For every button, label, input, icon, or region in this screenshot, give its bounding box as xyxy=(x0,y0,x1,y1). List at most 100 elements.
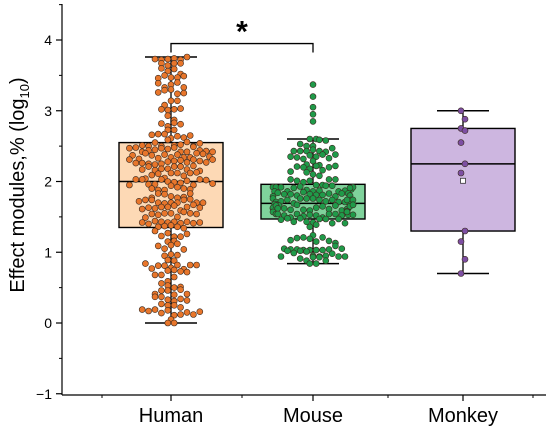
data-point xyxy=(183,148,191,156)
data-point xyxy=(277,253,285,260)
data-point xyxy=(145,307,152,315)
data-point xyxy=(300,234,307,241)
data-point xyxy=(457,238,465,245)
data-point xyxy=(158,287,165,294)
data-point xyxy=(309,171,317,178)
data-point xyxy=(328,250,336,257)
group-mouse xyxy=(260,81,366,267)
data-point xyxy=(300,155,307,163)
data-point xyxy=(296,147,304,155)
data-point xyxy=(312,204,320,211)
data-point xyxy=(309,118,317,125)
data-point xyxy=(183,297,191,304)
data-point xyxy=(183,138,191,146)
data-point xyxy=(148,265,156,272)
data-point xyxy=(306,152,314,159)
data-point xyxy=(158,144,165,152)
data-point xyxy=(170,319,178,327)
data-point xyxy=(170,157,178,165)
plot-area: * xyxy=(118,16,516,327)
data-point xyxy=(287,168,294,175)
data-point xyxy=(174,169,181,177)
group-monkey xyxy=(410,107,516,277)
data-point xyxy=(312,260,320,267)
data-point xyxy=(174,251,181,259)
data-point xyxy=(335,253,342,260)
data-point xyxy=(177,141,184,148)
data-point xyxy=(319,191,326,199)
data-point xyxy=(177,105,184,112)
data-point xyxy=(457,107,465,115)
data-point xyxy=(142,260,149,267)
data-point xyxy=(158,293,165,301)
data-point xyxy=(164,158,172,165)
data-point xyxy=(145,204,152,211)
data-point xyxy=(186,210,194,217)
data-point xyxy=(316,172,323,180)
data-point xyxy=(190,143,197,151)
data-point xyxy=(316,196,323,204)
data-point xyxy=(177,120,184,128)
data-point xyxy=(290,184,298,192)
data-point xyxy=(126,156,133,163)
data-point xyxy=(309,93,317,100)
data-point xyxy=(135,198,143,205)
data-point xyxy=(138,176,146,183)
data-point xyxy=(328,182,336,189)
data-point xyxy=(151,139,159,146)
data-point xyxy=(322,215,330,223)
data-point xyxy=(338,190,346,197)
data-point xyxy=(177,233,184,240)
data-point xyxy=(167,193,175,200)
data-point xyxy=(158,120,165,127)
data-point xyxy=(183,309,191,316)
data-point xyxy=(293,163,301,170)
data-point xyxy=(287,206,294,214)
data-point xyxy=(154,79,162,87)
data-point xyxy=(174,79,181,86)
data-point xyxy=(170,126,178,134)
data-point xyxy=(332,176,339,183)
data-point xyxy=(126,181,133,189)
data-point xyxy=(138,306,146,313)
data-point xyxy=(183,218,191,226)
data-point xyxy=(322,198,330,205)
data-point xyxy=(170,59,178,67)
data-point xyxy=(138,142,146,149)
data-point xyxy=(170,301,178,309)
data-point xyxy=(300,188,307,196)
data-point xyxy=(158,65,165,72)
data-point xyxy=(300,164,307,171)
data-point xyxy=(349,211,357,219)
x-tick-label: Monkey xyxy=(428,405,498,427)
data-point xyxy=(151,55,159,63)
data-point xyxy=(325,210,333,218)
data-point xyxy=(274,210,282,218)
data-point xyxy=(332,202,339,209)
data-point xyxy=(151,306,159,313)
data-point xyxy=(293,201,301,209)
data-point xyxy=(154,242,162,250)
data-point xyxy=(154,154,162,162)
data-point xyxy=(164,145,172,153)
data-point xyxy=(293,154,301,161)
data-point xyxy=(145,220,152,228)
data-point xyxy=(138,205,146,213)
data-point xyxy=(332,210,339,218)
data-point xyxy=(325,190,333,197)
data-point xyxy=(174,151,181,158)
data-point xyxy=(158,176,165,183)
data-point xyxy=(180,84,188,91)
data-point xyxy=(303,248,310,255)
data-point xyxy=(151,161,159,168)
data-point xyxy=(177,304,184,311)
data-point xyxy=(461,127,469,134)
data-point xyxy=(346,184,354,192)
data-point xyxy=(177,295,184,303)
data-point xyxy=(170,273,178,281)
data-point xyxy=(300,206,307,214)
data-point xyxy=(296,215,304,222)
data-point xyxy=(170,65,178,73)
data-point xyxy=(312,246,320,254)
data-point xyxy=(287,176,294,183)
